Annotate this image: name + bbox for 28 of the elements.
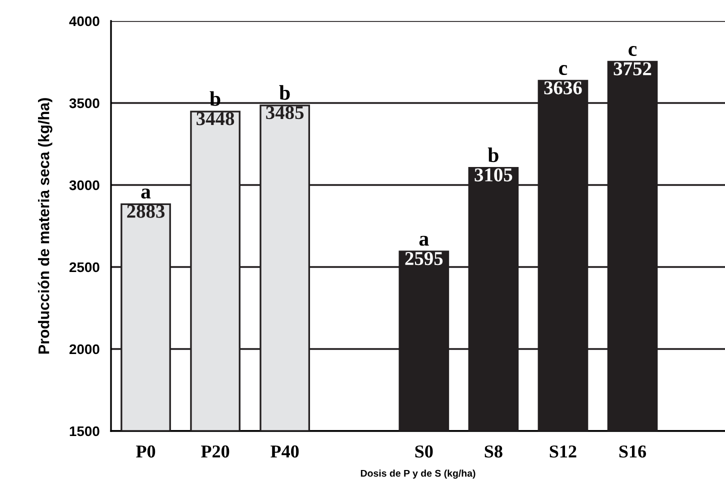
data-label: 2883 xyxy=(127,204,165,218)
data-label: 2595 xyxy=(405,252,443,266)
y-tick-label: 3500 xyxy=(69,98,100,108)
x-tick-label: S8 xyxy=(484,445,502,458)
x-axis-title: Dosis de P y de S (kg/ha) xyxy=(360,470,476,479)
x-tick-label: S0 xyxy=(415,445,433,458)
x-tick-label: P40 xyxy=(270,445,299,458)
annotation: c xyxy=(628,46,637,56)
annotation: a xyxy=(419,236,429,246)
x-tick-label: P20 xyxy=(201,445,230,458)
annotation: b xyxy=(279,85,290,100)
y-tick-label: 3000 xyxy=(69,180,100,190)
x-tick-label: S12 xyxy=(550,445,576,458)
x-tick-label: S16 xyxy=(619,445,646,458)
data-label: 3105 xyxy=(474,168,512,182)
data-label: 3448 xyxy=(196,112,234,126)
data-label: 3752 xyxy=(614,62,652,76)
data-label: 3485 xyxy=(266,106,304,120)
y-tick-label: 2500 xyxy=(69,262,100,272)
annotation: a xyxy=(141,188,151,199)
x-tick-label: P0 xyxy=(136,445,156,458)
data-label: 3636 xyxy=(544,81,582,94)
annotation: c xyxy=(559,65,568,76)
y-tick-label: 1500 xyxy=(70,426,100,436)
y-axis-title: Producción de materia seca (kg/ha) xyxy=(38,98,52,354)
y-tick-label: 2000 xyxy=(69,344,100,354)
annotation: b xyxy=(488,148,498,162)
y-tick-label: 4000 xyxy=(69,16,100,26)
